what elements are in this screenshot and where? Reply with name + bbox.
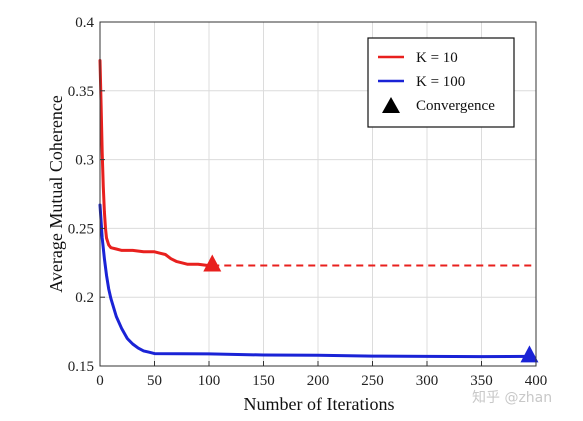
y-tick-label: 0.25 <box>68 221 94 237</box>
series-k100-line <box>98 203 531 359</box>
x-tick-label: 300 <box>416 373 439 389</box>
watermark: 知乎 @zhan <box>472 389 552 406</box>
y-tick-label: 0.2 <box>75 290 94 306</box>
x-axis-ticks: 0 50 100 150 200 250 300 350 400 <box>96 361 547 389</box>
legend-label-k100: K = 100 <box>416 74 465 90</box>
series-layer <box>98 59 539 363</box>
series-k10-line <box>98 59 214 268</box>
x-tick-label: 50 <box>147 373 162 389</box>
y-axis-label: Average Mutual Coherence <box>46 95 66 293</box>
y-tick-label: 0.3 <box>75 153 94 169</box>
y-tick-label: 0.15 <box>68 359 94 375</box>
x-tick-label: 350 <box>470 373 493 389</box>
x-tick-label: 100 <box>198 373 221 389</box>
x-tick-label: 150 <box>252 373 275 389</box>
x-tick-label: 0 <box>96 373 104 389</box>
x-tick-label: 250 <box>361 373 384 389</box>
x-axis-label: Number of Iterations <box>244 394 395 414</box>
y-tick-label: 0.35 <box>68 84 94 100</box>
legend-label-k10: K = 10 <box>416 50 458 66</box>
y-tick-label: 0.4 <box>75 15 94 31</box>
convergence-marker-k100 <box>520 345 539 363</box>
y-axis-ticks: 0.15 0.2 0.25 0.3 0.35 0.4 <box>68 15 105 375</box>
convergence-marker-k10 <box>203 254 222 272</box>
x-tick-label: 400 <box>525 373 548 389</box>
legend-label-convergence: Convergence <box>416 98 495 114</box>
x-tick-label: 200 <box>307 373 330 389</box>
legend: K = 10 K = 100 Convergence <box>367 37 515 128</box>
legend-triangle-icon <box>382 97 400 113</box>
